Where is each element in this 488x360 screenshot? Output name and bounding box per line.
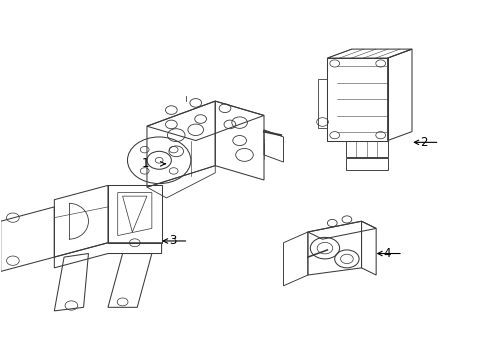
Text: 3: 3 bbox=[168, 234, 176, 247]
Text: 2: 2 bbox=[419, 136, 427, 149]
Text: 4: 4 bbox=[383, 247, 390, 260]
Text: 1: 1 bbox=[142, 157, 149, 170]
